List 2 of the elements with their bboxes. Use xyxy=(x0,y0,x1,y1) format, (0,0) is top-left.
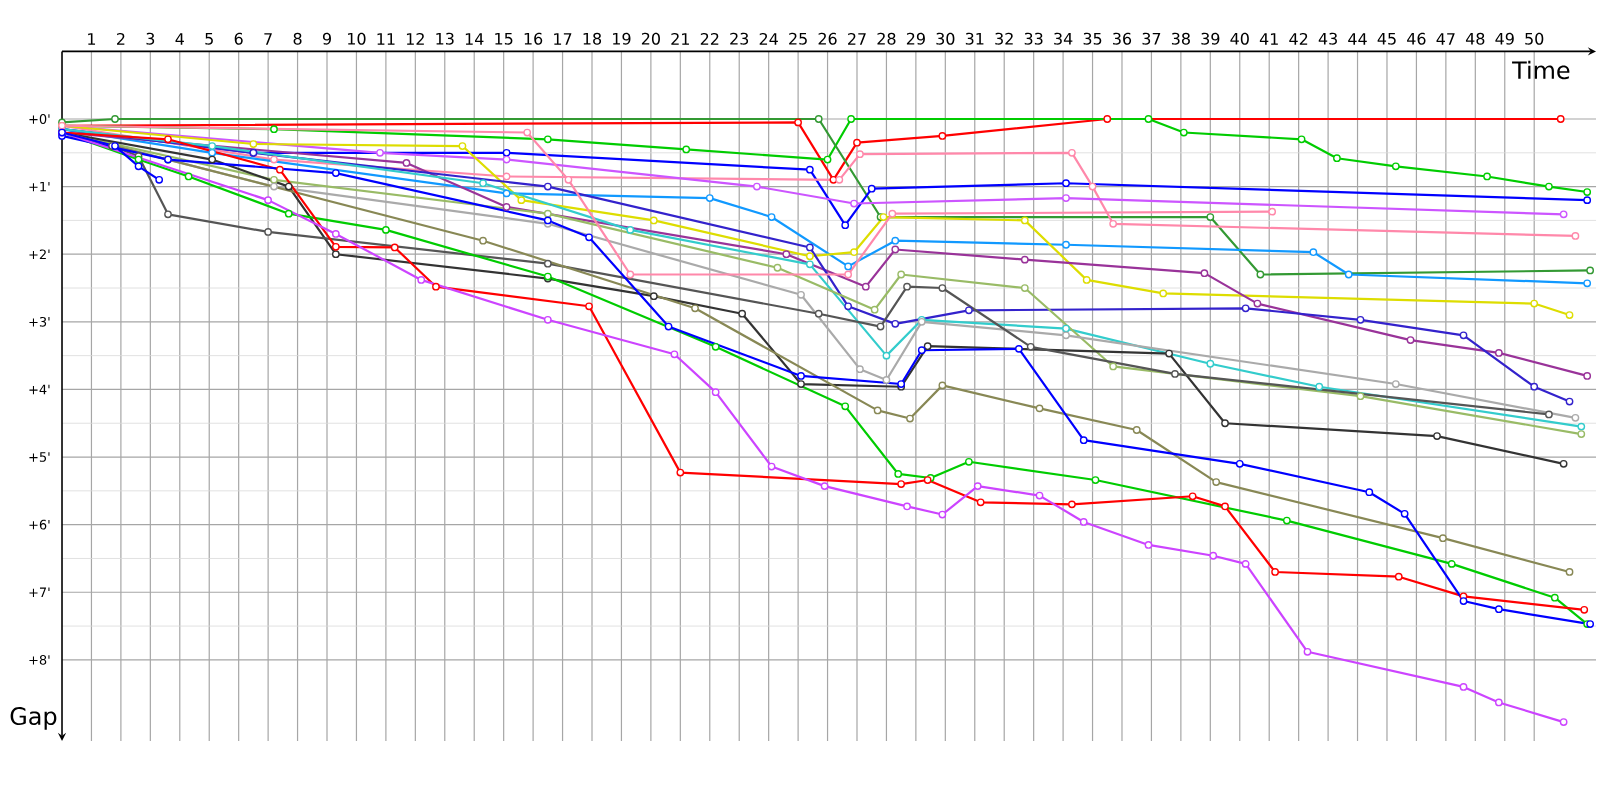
x-axis-title: Time xyxy=(1512,60,1570,80)
y-axis-title: Gap xyxy=(10,707,57,730)
